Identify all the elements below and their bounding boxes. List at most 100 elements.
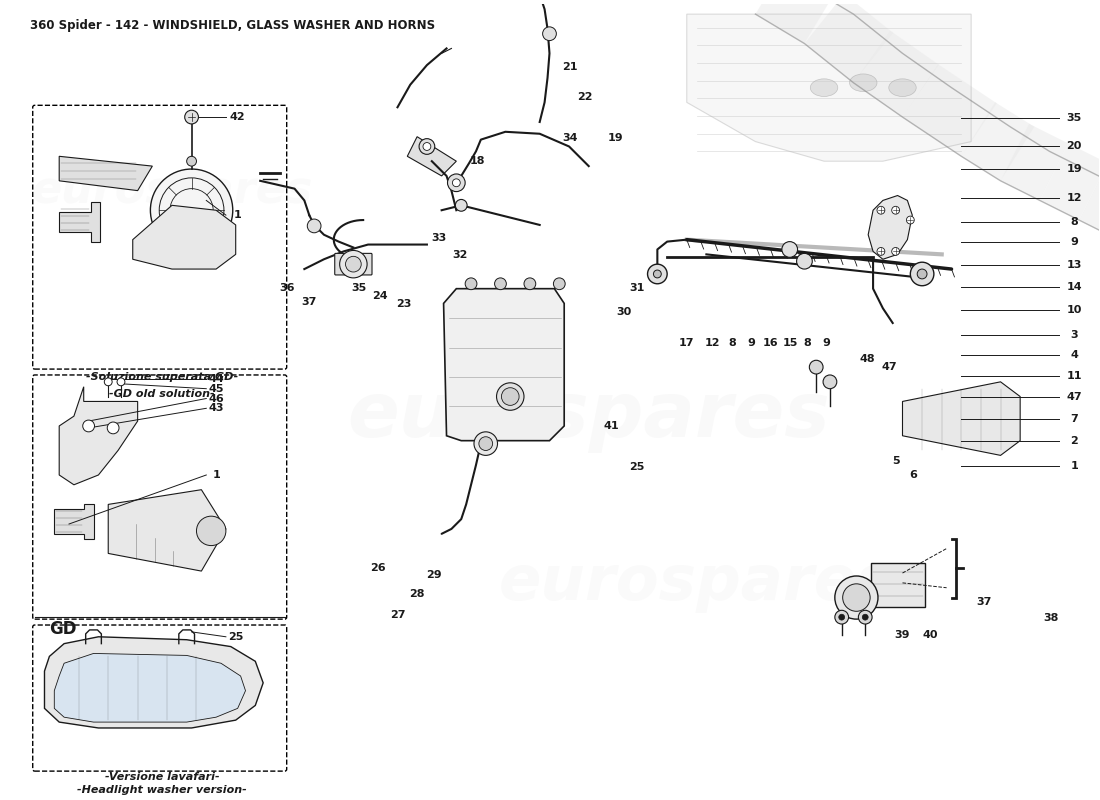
Text: 8: 8 <box>728 338 736 348</box>
Polygon shape <box>44 637 263 728</box>
Circle shape <box>307 219 321 233</box>
Circle shape <box>151 169 233 251</box>
Text: 21: 21 <box>562 62 578 72</box>
Text: 45: 45 <box>208 384 223 394</box>
Text: 27: 27 <box>389 610 405 620</box>
Text: 25: 25 <box>629 462 645 472</box>
Text: 38: 38 <box>1044 613 1059 622</box>
Circle shape <box>455 199 468 211</box>
Polygon shape <box>54 654 245 722</box>
Polygon shape <box>756 0 837 43</box>
Text: 17: 17 <box>679 338 694 348</box>
FancyBboxPatch shape <box>334 254 372 275</box>
Text: 24: 24 <box>373 291 388 301</box>
Circle shape <box>877 206 884 214</box>
Circle shape <box>796 254 812 269</box>
Text: 1: 1 <box>1070 461 1078 470</box>
Polygon shape <box>871 563 925 607</box>
Text: 39: 39 <box>894 630 910 640</box>
Text: 35: 35 <box>1067 113 1081 123</box>
Polygon shape <box>1040 143 1100 220</box>
Text: 29: 29 <box>427 570 442 580</box>
Ellipse shape <box>811 79 838 97</box>
Circle shape <box>653 270 661 278</box>
Circle shape <box>810 360 823 374</box>
Circle shape <box>553 278 565 290</box>
Text: 31: 31 <box>629 283 645 294</box>
Polygon shape <box>59 202 100 242</box>
Circle shape <box>104 378 112 386</box>
Text: 4: 4 <box>1070 350 1078 360</box>
Circle shape <box>858 610 872 624</box>
Text: 12: 12 <box>705 338 720 348</box>
Circle shape <box>187 156 197 166</box>
Polygon shape <box>854 30 939 117</box>
Circle shape <box>197 516 226 546</box>
Polygon shape <box>686 14 971 162</box>
Circle shape <box>524 278 536 290</box>
Text: -GD old solution-: -GD old solution- <box>109 389 214 398</box>
Circle shape <box>419 138 435 154</box>
Circle shape <box>465 278 477 290</box>
Polygon shape <box>59 156 153 190</box>
Text: 34: 34 <box>562 133 578 142</box>
Circle shape <box>495 278 506 290</box>
Polygon shape <box>54 505 94 538</box>
Polygon shape <box>961 102 1034 181</box>
Ellipse shape <box>889 79 916 97</box>
Circle shape <box>424 142 431 150</box>
Text: 44: 44 <box>208 374 224 384</box>
Circle shape <box>502 388 519 406</box>
Text: 360 Spider - 142 - WINDSHIELD, GLASS WASHER AND HORNS: 360 Spider - 142 - WINDSHIELD, GLASS WAS… <box>30 19 434 32</box>
Text: 5: 5 <box>892 456 900 466</box>
Text: 47: 47 <box>881 362 898 372</box>
Polygon shape <box>59 386 138 485</box>
Circle shape <box>496 383 524 410</box>
Polygon shape <box>868 195 912 259</box>
Polygon shape <box>1079 163 1100 230</box>
Text: 43: 43 <box>208 403 223 414</box>
Text: 40: 40 <box>923 630 938 640</box>
Text: 9: 9 <box>1070 237 1078 247</box>
Text: 1: 1 <box>234 210 242 220</box>
Text: 32: 32 <box>452 250 468 260</box>
Text: 10: 10 <box>1066 306 1081 315</box>
Circle shape <box>839 614 845 620</box>
Text: 7: 7 <box>1070 414 1078 423</box>
Text: -Soluzione superata GD-: -Soluzione superata GD- <box>86 372 239 382</box>
Polygon shape <box>443 289 564 441</box>
Text: 33: 33 <box>431 233 447 243</box>
Circle shape <box>892 206 900 214</box>
Polygon shape <box>1001 124 1068 201</box>
Text: -Versione lavafari-: -Versione lavafari- <box>104 772 220 782</box>
Text: 19: 19 <box>1066 164 1082 174</box>
Text: 12: 12 <box>1066 193 1081 203</box>
Text: 3: 3 <box>1070 330 1078 340</box>
Text: 8: 8 <box>1070 218 1078 227</box>
Circle shape <box>911 262 934 286</box>
Text: GD: GD <box>50 620 77 638</box>
Circle shape <box>892 247 900 255</box>
Circle shape <box>340 250 367 278</box>
Circle shape <box>835 610 848 624</box>
Text: 8: 8 <box>803 338 812 348</box>
Circle shape <box>862 614 868 620</box>
Circle shape <box>648 264 668 284</box>
Text: 22: 22 <box>578 92 593 102</box>
Text: 30: 30 <box>616 307 631 317</box>
Circle shape <box>448 174 465 191</box>
Text: 13: 13 <box>1066 260 1081 270</box>
Text: 46: 46 <box>208 394 224 403</box>
Circle shape <box>835 576 878 619</box>
Text: eurospares: eurospares <box>31 169 312 212</box>
Circle shape <box>843 584 870 611</box>
Text: eurospares: eurospares <box>348 379 830 453</box>
Circle shape <box>474 432 497 455</box>
Circle shape <box>185 110 198 124</box>
Text: 37: 37 <box>977 597 992 607</box>
Text: 19: 19 <box>607 133 624 142</box>
Circle shape <box>906 216 914 224</box>
Text: 9: 9 <box>823 338 830 348</box>
Text: 20: 20 <box>1066 141 1081 150</box>
Circle shape <box>452 179 460 186</box>
